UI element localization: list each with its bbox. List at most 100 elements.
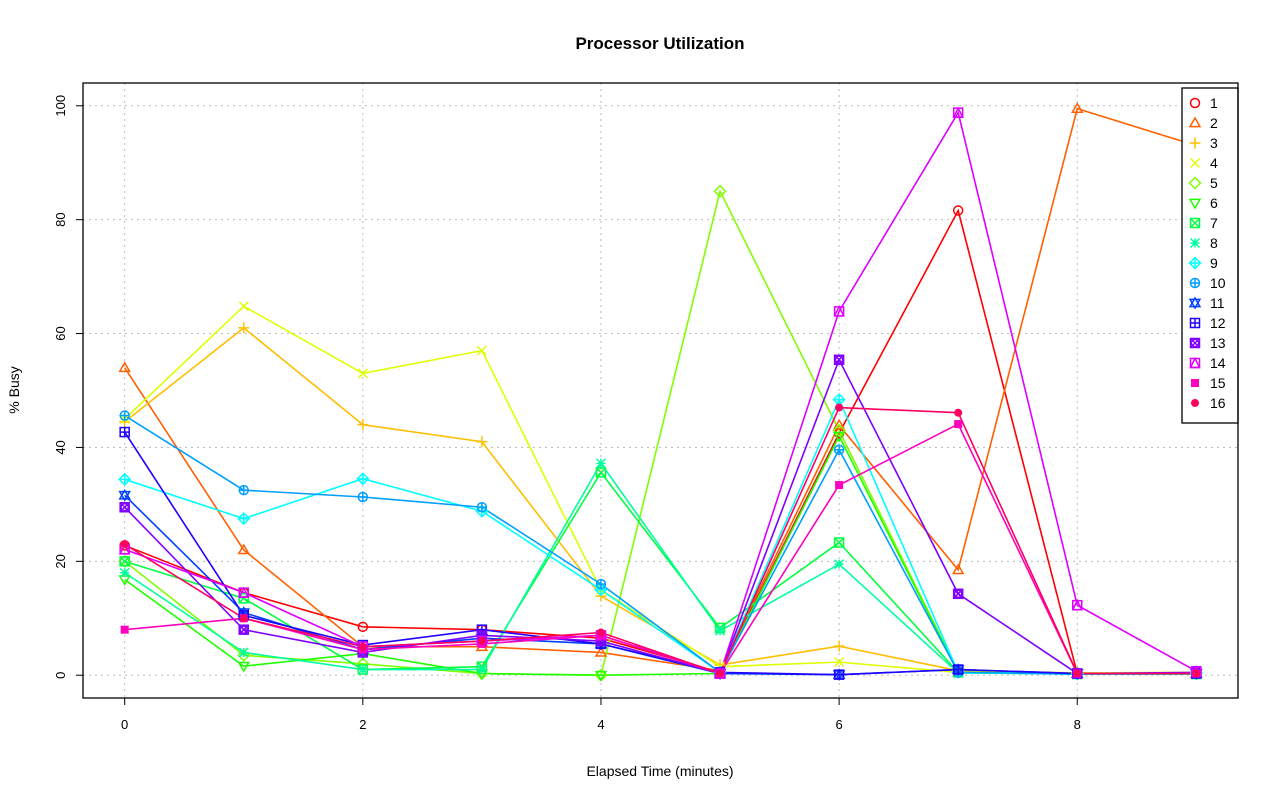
data-point-series-9 bbox=[237, 512, 251, 526]
data-point-series-13 bbox=[952, 588, 964, 600]
data-point-series-12 bbox=[833, 669, 845, 680]
square-triangle-icon bbox=[1189, 356, 1201, 369]
data-point-series-8 bbox=[595, 458, 606, 469]
y-tick-label: 20 bbox=[53, 554, 68, 568]
data-point-series-14 bbox=[833, 305, 845, 317]
data-point-series-3 bbox=[833, 640, 845, 652]
data-point-series-10 bbox=[476, 501, 488, 513]
legend-label: 3 bbox=[1210, 135, 1218, 151]
data-point-series-8 bbox=[834, 559, 845, 570]
legend-label: 1 bbox=[1210, 95, 1218, 111]
legend-label: 14 bbox=[1210, 355, 1226, 371]
data-point-series-14 bbox=[1071, 599, 1083, 611]
data-point-series-7 bbox=[595, 467, 607, 478]
series-line-16 bbox=[124, 406, 1197, 675]
data-point-series-2 bbox=[951, 563, 965, 575]
series-line-6 bbox=[124, 434, 1197, 677]
data-point-series-5 bbox=[832, 423, 846, 437]
y-tick-label: 60 bbox=[53, 326, 68, 340]
filled-circle-icon bbox=[1191, 399, 1199, 407]
x-tick-label: 8 bbox=[1074, 717, 1081, 732]
data-point-series-4 bbox=[476, 345, 487, 356]
data-point-series-4 bbox=[834, 657, 845, 668]
data-point-series-8 bbox=[238, 647, 249, 658]
data-point-series-4 bbox=[357, 368, 368, 379]
legend-label: 8 bbox=[1210, 235, 1218, 251]
cross-icon bbox=[1189, 157, 1201, 169]
series-line-8 bbox=[124, 461, 1197, 675]
series-line-1 bbox=[124, 208, 1197, 675]
data-point-series-8 bbox=[357, 664, 368, 675]
data-point-series-10 bbox=[357, 491, 369, 503]
data-point-series-16 bbox=[596, 628, 605, 637]
series-line-3 bbox=[124, 326, 1197, 674]
data-point-series-15 bbox=[954, 420, 963, 429]
data-point-series-2 bbox=[237, 543, 250, 555]
data-point-series-7 bbox=[119, 556, 130, 567]
data-point-series-13 bbox=[833, 354, 845, 365]
y-tick-label: 0 bbox=[53, 672, 68, 679]
data-point-series-9 bbox=[356, 472, 370, 486]
data-point-series-16 bbox=[954, 408, 963, 417]
data-point-series-5 bbox=[118, 554, 132, 568]
series-line-2 bbox=[124, 107, 1197, 672]
data-point-series-9 bbox=[832, 393, 846, 407]
data-point-series-6 bbox=[237, 661, 250, 673]
data-point-series-5 bbox=[237, 648, 251, 662]
legend-label: 6 bbox=[1210, 195, 1218, 211]
legend-label: 11 bbox=[1210, 295, 1225, 311]
y-tick-label: 40 bbox=[53, 440, 68, 454]
data-point-series-16 bbox=[239, 614, 248, 623]
filled-square-icon bbox=[1191, 379, 1199, 387]
data-point-series-16 bbox=[716, 669, 725, 678]
data-point-series-10 bbox=[833, 444, 845, 455]
data-point-series-16 bbox=[1073, 669, 1082, 678]
x-axis-label: Elapsed Time (minutes) bbox=[586, 763, 733, 779]
legend-label: 4 bbox=[1210, 155, 1218, 171]
data-point-series-3 bbox=[238, 322, 250, 334]
data-point-series-8 bbox=[119, 567, 130, 578]
grid bbox=[83, 83, 1238, 698]
series-line-12 bbox=[124, 431, 1197, 676]
data-point-series-16 bbox=[835, 403, 844, 412]
data-point-series-16 bbox=[120, 540, 129, 549]
data-point-series-11 bbox=[118, 488, 131, 502]
data-point-series-7 bbox=[833, 537, 845, 548]
data-point-series-16 bbox=[358, 642, 367, 651]
diamond-icon bbox=[1188, 176, 1202, 190]
y-axis-label: % Busy bbox=[6, 366, 22, 413]
legend-label: 16 bbox=[1210, 395, 1226, 411]
data-point-series-2 bbox=[1071, 102, 1084, 113]
data-point-series-14 bbox=[952, 106, 964, 118]
chart-title: Processor Utilization bbox=[575, 34, 744, 53]
data-point-series-6 bbox=[832, 431, 846, 443]
circle-plus-icon bbox=[1189, 277, 1201, 289]
plot-frame bbox=[82, 82, 1239, 699]
data-point-series-2 bbox=[832, 418, 846, 430]
data-point-series-16 bbox=[1192, 669, 1201, 678]
data-point-series-10 bbox=[595, 578, 607, 590]
data-point-series-2 bbox=[594, 645, 608, 657]
asterisk-icon bbox=[1189, 237, 1201, 249]
data-point-series-8 bbox=[715, 625, 726, 636]
data-point-series-3 bbox=[357, 419, 369, 431]
square-cross-icon bbox=[1189, 217, 1201, 229]
legend-label: 7 bbox=[1210, 215, 1218, 231]
series-markers bbox=[118, 102, 1203, 682]
x-tick-label: 0 bbox=[121, 717, 128, 732]
data-point-series-9 bbox=[118, 472, 132, 486]
diamond-plus-icon bbox=[1188, 256, 1202, 270]
series-line-13 bbox=[124, 357, 1197, 675]
data-point-series-13 bbox=[119, 501, 130, 513]
circle-cross-icon bbox=[1189, 337, 1201, 349]
data-point-series-13 bbox=[238, 624, 249, 635]
data-point-series-10 bbox=[238, 484, 249, 496]
data-point-series-12 bbox=[119, 426, 130, 438]
series-line-10 bbox=[124, 414, 1197, 675]
series-line-7 bbox=[124, 471, 1197, 675]
data-point-series-12 bbox=[476, 624, 488, 635]
data-point-series-5 bbox=[713, 184, 727, 198]
y-tick-label: 100 bbox=[53, 95, 68, 117]
